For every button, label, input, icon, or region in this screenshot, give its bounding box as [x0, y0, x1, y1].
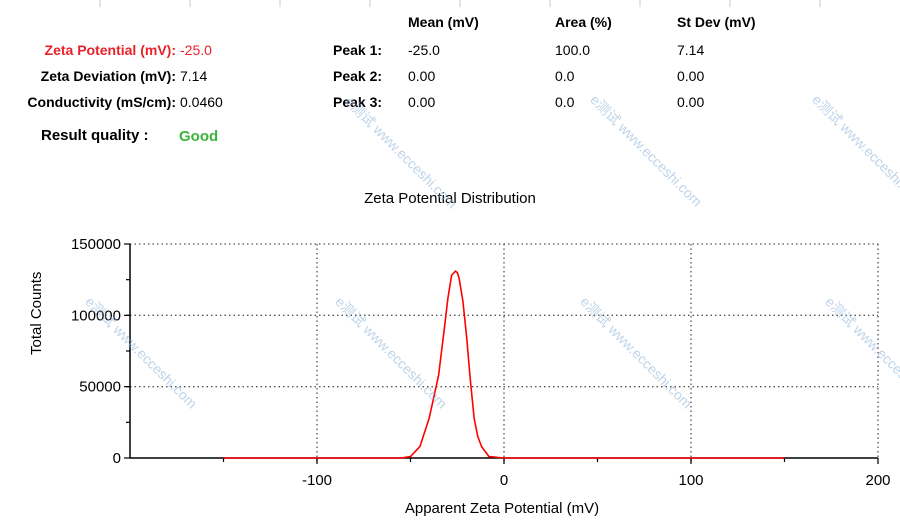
x-tick-label: -100 — [302, 472, 332, 489]
conductivity-value: 0.0460 — [180, 94, 223, 110]
y-tick-label: 0 — [113, 450, 121, 467]
distribution-curve — [223, 270, 785, 459]
zeta-potential-label: Zeta Potential (mV): — [44, 42, 176, 58]
peak3-label: Peak 3: — [333, 94, 383, 110]
result-quality-value: Good — [179, 128, 219, 145]
top-ruler — [99, 0, 821, 7]
result-quality-label: Result quality : — [41, 127, 149, 144]
zeta-potential-value: -25.0 — [180, 42, 212, 58]
x-tick-label: 200 — [865, 472, 890, 489]
y-tick-label: 150000 — [71, 236, 121, 253]
y-tick-label: 100000 — [71, 307, 121, 324]
x-axis-label: Apparent Zeta Potential (mV) — [404, 500, 600, 517]
zeta-deviation-label: Zeta Deviation (mV): — [40, 68, 176, 84]
header-mean: Mean (mV) — [408, 14, 479, 30]
chart-title: Zeta Potential Distribution — [364, 190, 536, 207]
peak2-stdev: 0.00 — [677, 68, 705, 84]
peak1-stdev: 7.14 — [677, 42, 705, 58]
header-area: Area (%) — [555, 14, 612, 30]
peak1-area: 100.0 — [555, 42, 591, 58]
peak3-area: 0.0 — [555, 94, 575, 110]
peak3-mean: 0.00 — [408, 94, 436, 110]
peak3-stdev: 0.00 — [677, 94, 705, 110]
peak1-mean: -25.0 — [408, 42, 440, 58]
y-tick-label: 50000 — [79, 379, 121, 396]
peak2-label: Peak 2: — [333, 68, 383, 84]
x-tick-label: 0 — [500, 472, 508, 489]
header-stdev: St Dev (mV) — [677, 14, 756, 30]
peak2-mean: 0.00 — [408, 68, 436, 84]
x-tick-label: 100 — [678, 472, 703, 489]
zeta-deviation-value: 7.14 — [180, 68, 208, 84]
peak1-label: Peak 1: — [333, 42, 383, 58]
conductivity-label: Conductivity (mS/cm): — [27, 94, 176, 110]
peak2-area: 0.0 — [555, 68, 575, 84]
